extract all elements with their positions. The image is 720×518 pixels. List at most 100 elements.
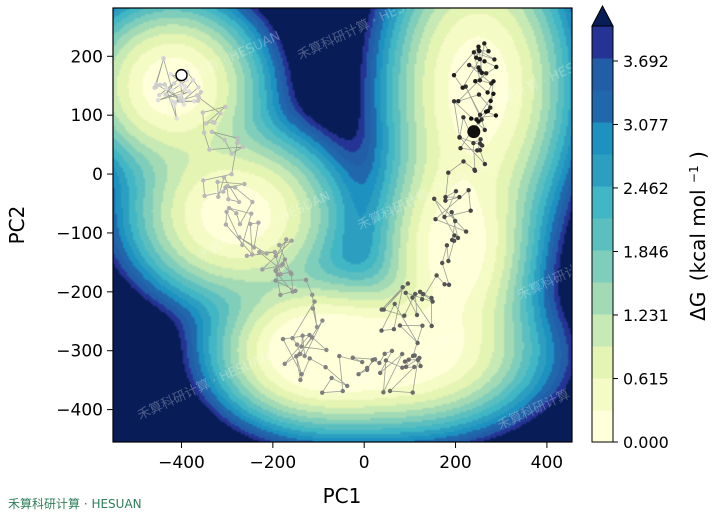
corner-watermark: 禾算科研计算 · HESUAN bbox=[8, 497, 142, 511]
colorbar-band bbox=[592, 154, 613, 187]
trajectory-point bbox=[476, 119, 481, 124]
trajectory-point bbox=[414, 312, 420, 318]
trajectory-point bbox=[410, 295, 415, 300]
trajectory-point bbox=[483, 109, 489, 114]
trajectory-point bbox=[406, 357, 411, 362]
trajectory-point bbox=[458, 146, 463, 151]
trajectory-point bbox=[477, 56, 482, 62]
trajectory-point bbox=[482, 59, 487, 64]
colorbar-band bbox=[592, 410, 613, 443]
trajectory-point bbox=[164, 86, 169, 91]
trajectory-point bbox=[400, 365, 405, 370]
colorbar-band bbox=[592, 90, 613, 123]
trajectory-point bbox=[178, 83, 183, 88]
trajectory-point bbox=[251, 245, 257, 250]
trajectory-point bbox=[467, 62, 472, 68]
trajectory-point bbox=[248, 221, 253, 227]
trajectory-point bbox=[486, 49, 491, 54]
trajectory-point bbox=[178, 98, 183, 103]
y-tick-label: 0 bbox=[92, 165, 103, 185]
trajectory-point bbox=[415, 340, 420, 346]
trajectory-point bbox=[289, 271, 294, 277]
trajectory-point bbox=[364, 367, 370, 373]
colorbar: 3.692 3.077 2.462 1.846 1.231 0.615 0.000 ΔG (… bbox=[591, 4, 710, 452]
trajectory-point bbox=[461, 159, 466, 164]
trajectory-point bbox=[320, 390, 325, 395]
trajectory-point bbox=[280, 336, 286, 342]
trajectory-point bbox=[456, 99, 461, 104]
trajectory-point bbox=[256, 220, 261, 225]
trajectory-point bbox=[403, 290, 408, 295]
trajectory-point bbox=[420, 323, 425, 328]
trajectory-point bbox=[196, 85, 201, 90]
trajectory-point bbox=[310, 292, 315, 297]
trajectory-point bbox=[400, 285, 405, 290]
colorbar-tick-label: 1.231 bbox=[623, 306, 669, 325]
trajectory-point bbox=[232, 185, 238, 190]
colorbar-label-exponent: −1 bbox=[687, 165, 701, 183]
colorbar-band bbox=[592, 58, 613, 91]
colorbar-tick-label: 3.692 bbox=[623, 52, 669, 71]
trajectory-point bbox=[403, 364, 409, 369]
trajectory-point bbox=[457, 135, 462, 140]
trajectory-point bbox=[476, 92, 482, 97]
trajectory-point bbox=[430, 299, 435, 304]
trajectory-point bbox=[417, 289, 423, 294]
x-tick-label: 200 bbox=[439, 453, 471, 473]
colorbar-label-suffix: ) bbox=[686, 151, 710, 159]
x-tick-label: −200 bbox=[249, 453, 296, 473]
trajectory-point bbox=[154, 84, 159, 90]
trajectory-point bbox=[234, 211, 239, 216]
trajectory-point bbox=[433, 217, 438, 222]
trajectory-point bbox=[419, 297, 425, 302]
trajectory-point bbox=[218, 111, 223, 116]
trajectory-point bbox=[223, 104, 228, 110]
y-tick-label: 100 bbox=[71, 106, 103, 126]
colorbar-tick-label: 2.462 bbox=[623, 179, 669, 198]
y-axis-title: PC2 bbox=[5, 206, 29, 245]
trajectory-point bbox=[216, 194, 221, 199]
x-tick-label: −400 bbox=[158, 453, 205, 473]
trajectory-point bbox=[443, 198, 448, 203]
colorbar-tick-label: 0.615 bbox=[623, 370, 669, 389]
trajectory-point bbox=[320, 318, 325, 323]
colorbar-bands bbox=[592, 26, 613, 443]
trajectory-point bbox=[158, 82, 163, 88]
trajectory-point bbox=[284, 237, 289, 242]
trajectory-point bbox=[468, 208, 473, 213]
trajectory-point bbox=[312, 299, 317, 304]
trajectory-point bbox=[174, 116, 179, 121]
y-tick-label: −100 bbox=[56, 224, 103, 244]
colorbar-extend-arrow bbox=[591, 4, 614, 27]
trajectory-point bbox=[446, 282, 452, 287]
trajectory-point bbox=[377, 360, 382, 366]
trajectory-point bbox=[300, 333, 305, 338]
trajectory-point bbox=[472, 168, 478, 173]
trajectory-point bbox=[168, 72, 173, 77]
trajectory-point bbox=[446, 170, 451, 175]
trajectory-point bbox=[482, 161, 488, 167]
trajectory-layer bbox=[152, 41, 499, 395]
trajectory-point bbox=[201, 178, 206, 183]
trajectory-point bbox=[492, 57, 497, 62]
trajectory-point bbox=[442, 214, 447, 220]
colorbar-tick-label: 1.846 bbox=[623, 243, 669, 262]
trajectory-point bbox=[482, 41, 487, 46]
colorbar-band bbox=[592, 314, 613, 347]
trajectory-point bbox=[324, 347, 329, 353]
trajectory-point bbox=[476, 44, 481, 49]
trajectory-point bbox=[421, 291, 426, 297]
trajectory-point bbox=[314, 324, 320, 330]
trajectory-point bbox=[402, 313, 407, 318]
trajectory-point bbox=[432, 196, 437, 201]
trajectory-point bbox=[310, 306, 316, 311]
trajectory-point bbox=[293, 288, 298, 293]
trajectory-point bbox=[412, 364, 417, 370]
trajectory-point bbox=[397, 323, 403, 328]
trajectory-point bbox=[294, 342, 300, 347]
trajectory-point bbox=[488, 98, 493, 104]
trajectory-point bbox=[453, 189, 459, 194]
trajectory-point bbox=[163, 92, 168, 97]
trajectory-point bbox=[273, 278, 278, 283]
